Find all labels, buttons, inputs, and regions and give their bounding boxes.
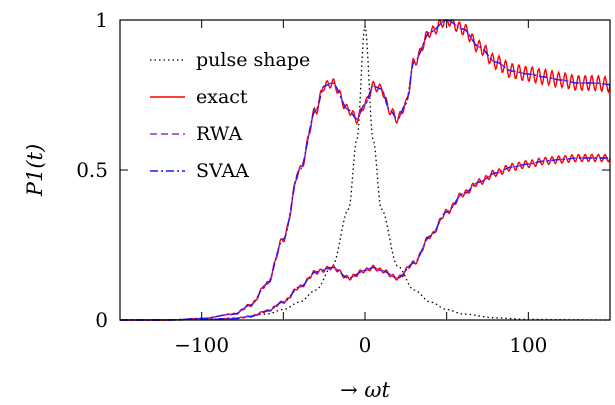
x-tick-label: 0 bbox=[359, 333, 372, 357]
x-axis-label: → ωt bbox=[340, 378, 390, 402]
series-line-pulse-shape bbox=[120, 25, 610, 321]
legend: pulse shape exact RWA SVAA bbox=[150, 49, 310, 182]
series-line-lower-SVAA bbox=[120, 157, 610, 321]
legend-label-exact: exact bbox=[196, 86, 248, 108]
legend-label-pulse-shape: pulse shape bbox=[196, 49, 310, 71]
legend-label-SVAA: SVAA bbox=[196, 160, 249, 182]
y-axis-label: P1(t) bbox=[23, 144, 47, 197]
plot-frame bbox=[119, 19, 611, 321]
series-line-RWA bbox=[120, 19, 611, 321]
y-tick-label: 0.5 bbox=[76, 158, 108, 182]
series-line-lower-exact bbox=[120, 153, 611, 321]
plot-area bbox=[120, 19, 611, 321]
series-line-exact bbox=[120, 19, 611, 321]
x-tick-label: −100 bbox=[174, 333, 229, 357]
x-tick-label: 100 bbox=[509, 333, 547, 357]
y-tick-label: 0 bbox=[95, 308, 108, 332]
y-tick-label: 1 bbox=[95, 8, 108, 32]
axes: −100 0 100 0 0.5 1 → ωt P1(t) bbox=[23, 8, 611, 402]
legend-label-RWA: RWA bbox=[196, 123, 242, 145]
series-line-SVAA bbox=[120, 19, 611, 321]
series-line-lower-RWA bbox=[120, 157, 610, 321]
